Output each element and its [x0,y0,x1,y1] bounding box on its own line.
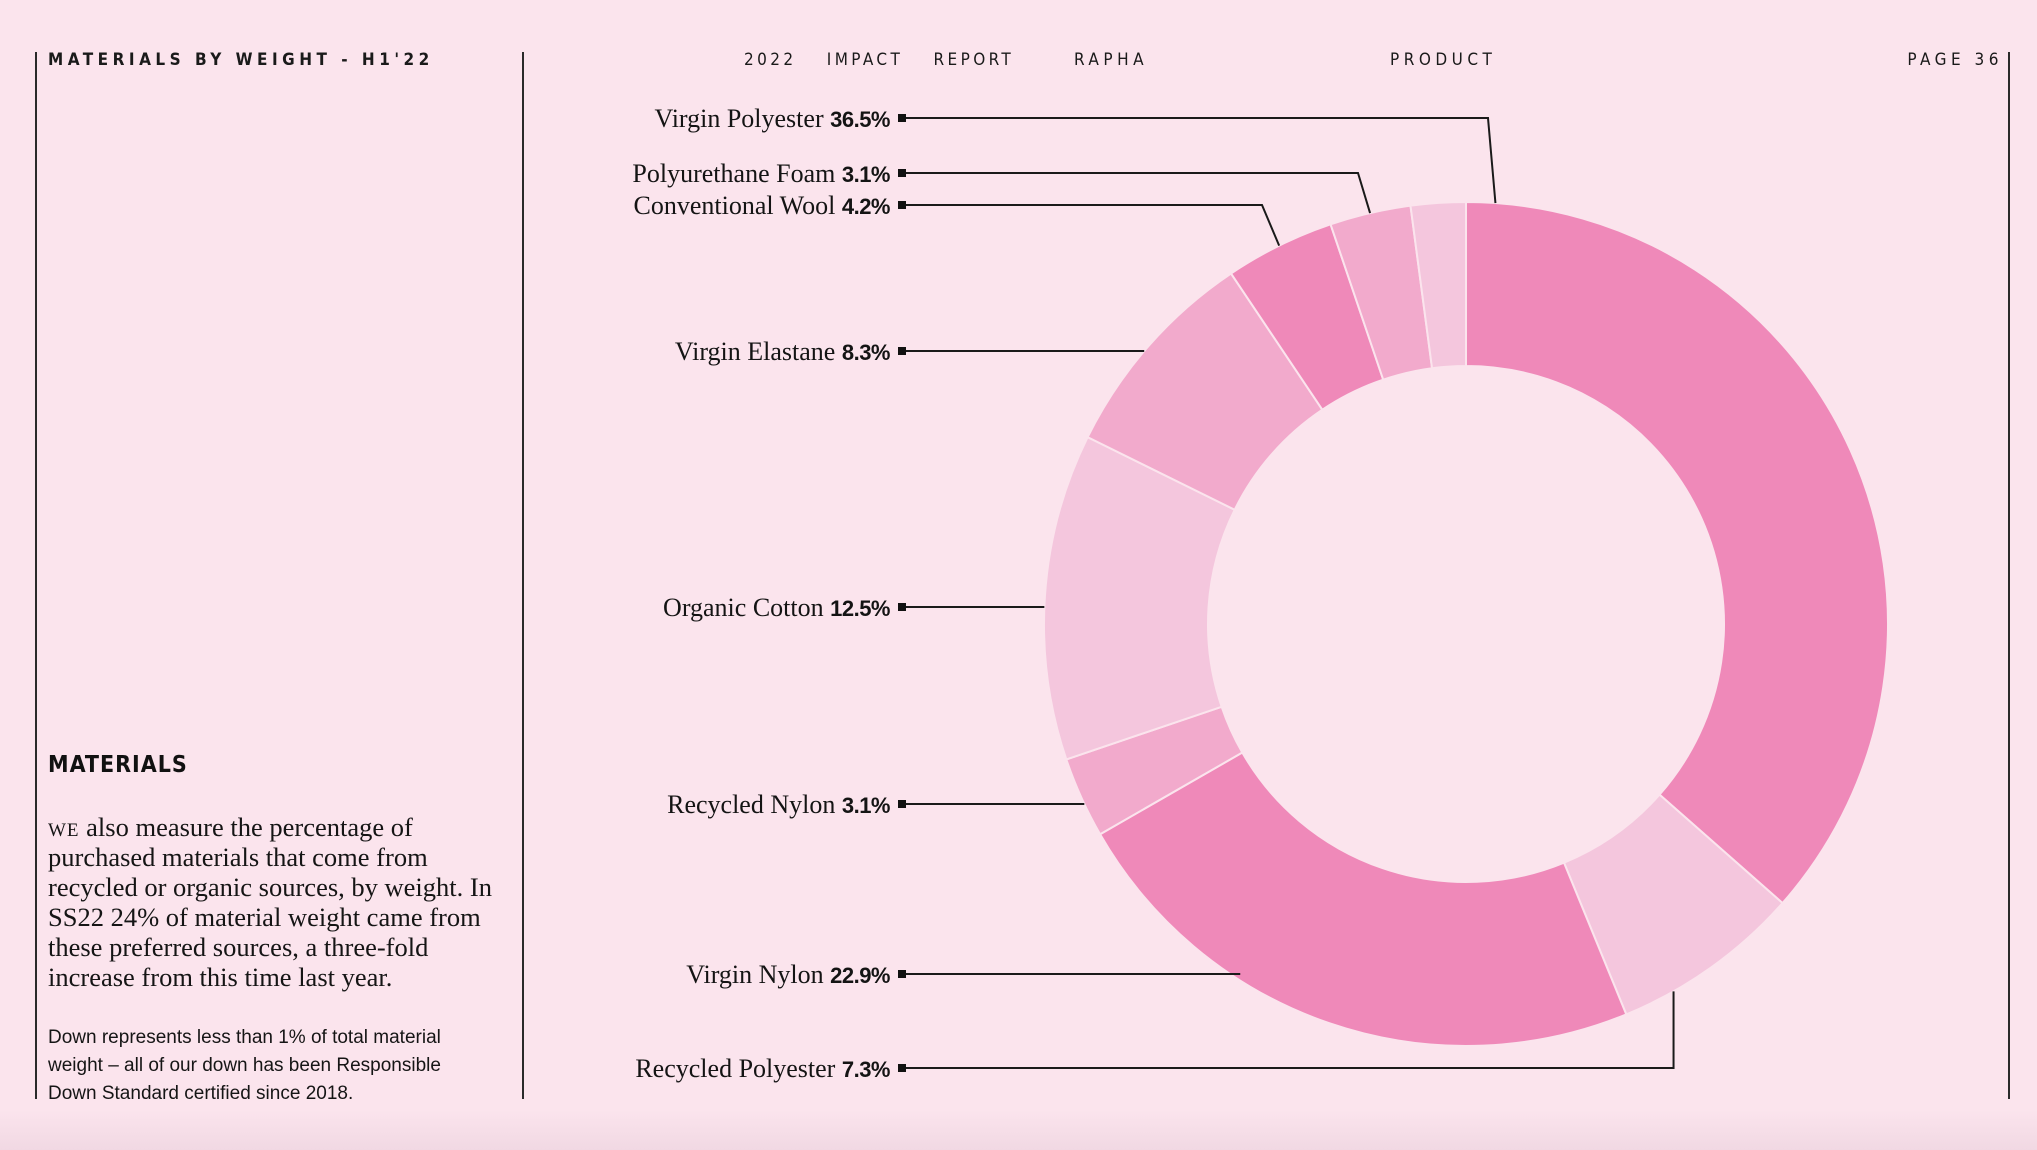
bottom-shadow [0,1110,2037,1150]
label-conventional-wool: Conventional Wool 4.2% [634,191,890,220]
marker-conventional-wool [898,201,906,209]
label-name-virgin-polyester: Virgin Polyester [654,104,830,133]
section-header: PRODUCT [1390,50,1497,70]
middle-rule [522,52,524,1099]
marker-organic-cotton [898,603,906,611]
label-value-recycled-nylon: 3.1% [842,793,890,818]
chart-title-header: MATERIALS BY WEIGHT - H1'22 [48,50,434,70]
leader-virgin-polyester [902,117,1497,204]
label-name-recycled-polyester: Recycled Polyester [635,1054,842,1083]
report-title-header: 2022 IMPACT REPORT [744,50,1014,70]
donut-slices [1043,200,1890,1047]
label-virgin-nylon: Virgin Nylon 22.9% [686,960,890,989]
label-organic-cotton: Organic Cotton 12.5% [663,593,890,622]
label-name-virgin-nylon: Virgin Nylon [686,960,830,989]
slice-labels: Virgin Polyester 36.5% Polyurethane Foam … [632,104,890,1083]
page-number: PAGE 36 [1907,50,2003,70]
label-recycled-nylon: Recycled Nylon 3.1% [667,790,890,819]
label-value-virgin-polyester: 36.5% [830,107,890,132]
marker-recycled-polyester [898,1064,906,1072]
body-paragraph: we also measure the percentage of purcha… [48,812,498,992]
marker-virgin-polyester [898,114,906,122]
marker-recycled-nylon [898,800,906,808]
leader-lines [898,114,1675,1072]
label-polyurethane-foam: Polyurethane Foam 3.1% [632,159,890,188]
brand-header: RAPHA [1074,50,1149,70]
marker-virgin-nylon [898,970,906,978]
label-virgin-polyester: Virgin Polyester 36.5% [654,104,890,133]
leader-recycled-polyester [902,991,1675,1069]
leader-conventional-wool [902,204,1281,247]
label-value-virgin-elastane: 8.3% [842,340,890,365]
marker-polyurethane-foam [898,169,906,177]
report-impact: IMPACT [826,50,904,70]
body-lead-smallcaps: we [48,812,80,842]
marker-virgin-elastane [898,347,906,355]
label-name-conventional-wool: Conventional Wool [634,191,842,220]
label-name-virgin-elastane: Virgin Elastane [675,337,842,366]
leader-polyurethane-foam [902,172,1372,214]
label-value-virgin-nylon: 22.9% [830,963,890,988]
label-name-recycled-nylon: Recycled Nylon [667,790,842,819]
slice-other [1409,200,1467,370]
label-recycled-polyester: Recycled Polyester 7.3% [635,1054,890,1083]
slice-virgin-polyester [1465,200,1890,905]
footnote: Down represents less than 1% of total ma… [48,1027,441,1104]
right-rule [2008,52,2010,1099]
label-virgin-elastane: Virgin Elastane 8.3% [675,337,890,366]
label-value-polyurethane-foam: 3.1% [842,162,890,187]
left-rule [35,52,37,1099]
section-heading: MATERIALS [48,752,188,778]
label-value-conventional-wool: 4.2% [842,194,890,219]
report-year: 2022 [744,50,797,70]
body-rest: also measure the percentage of purchased… [48,812,492,992]
label-value-organic-cotton: 12.5% [830,596,890,621]
label-name-polyurethane-foam: Polyurethane Foam [632,159,841,188]
report-word: REPORT [933,50,1015,70]
label-name-organic-cotton: Organic Cotton [663,593,830,622]
label-value-recycled-polyester: 7.3% [842,1057,890,1082]
slice-virgin-nylon [1098,751,1628,1047]
